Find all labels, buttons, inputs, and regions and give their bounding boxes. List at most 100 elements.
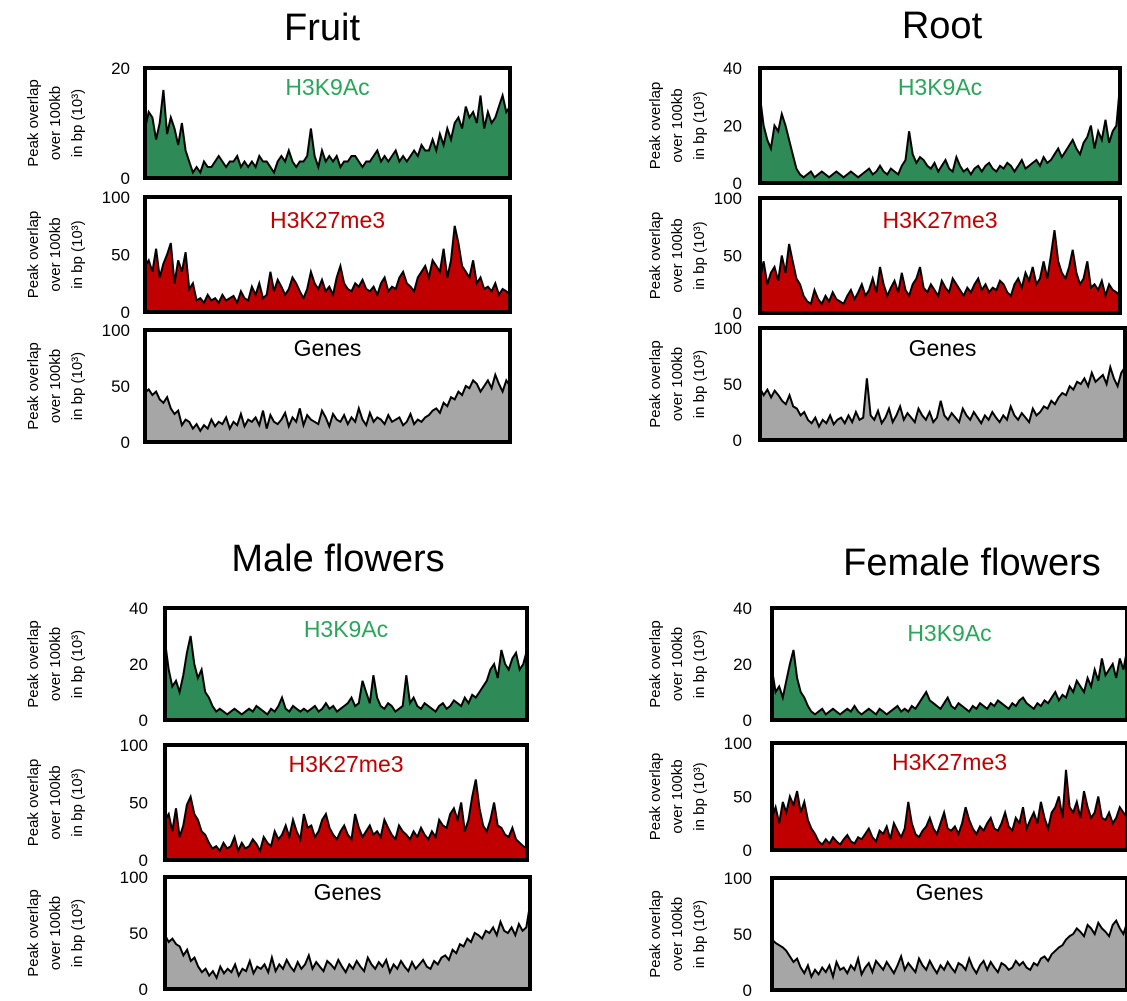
area-genes	[760, 367, 1125, 440]
track-genes: 0 50 100 Genes Peak overlap over 100kb in bp (…	[647, 869, 1127, 1000]
track-h3k9ac: 0 20 40 H3K9Ac Peak overlap over 100kb in bp (…	[647, 599, 1127, 730]
y-tick-label: 0	[733, 174, 742, 193]
line-genes	[144, 371, 511, 433]
line-h3k9ac	[164, 635, 528, 716]
track-label-h3k27me3: H3K27me3	[892, 749, 1007, 775]
track-label-genes: Genes	[314, 879, 382, 905]
track-h3k27me3: 0 50 100 H3K27me3 Peak overlap over 100kb in b…	[647, 189, 1122, 323]
y-tick-label: 50	[733, 925, 752, 944]
track-label-h3k9ac: H3K9Ac	[304, 616, 388, 642]
y-tick-label: 0	[733, 431, 742, 450]
area-h3k27me3	[772, 769, 1127, 850]
y-tick-label: 50	[733, 788, 752, 807]
y-tick-label: 20	[129, 655, 148, 674]
track-h3k9ac: 0 20 40 H3K9Ac Peak overlap over 100kb in bp (…	[647, 59, 1122, 193]
panel-3: Female flowers 0 20 40 H3K9Ac Peak overlap ove…	[647, 542, 1127, 1000]
y-tick-label: 0	[139, 711, 148, 730]
panel-title: Male flowers	[231, 538, 444, 580]
area-h3k27me3	[760, 230, 1120, 313]
panel-title: Female flowers	[843, 542, 1101, 584]
y-axis-label: Peak overlap over 100kb in bp (10³)	[25, 759, 86, 847]
plot-frame	[770, 876, 1127, 992]
y-tick-label: 0	[743, 841, 752, 860]
y-tick-label: 50	[111, 377, 130, 396]
y-axis-label: Peak overlap over 100kb in bp (10³)	[647, 82, 708, 170]
y-tick-label: 100	[120, 736, 148, 755]
y-tick-label: 40	[129, 599, 148, 618]
y-axis-label: Peak overlap over 100kb in bp (10³)	[647, 620, 708, 708]
track-label-h3k27me3: H3K27me3	[270, 207, 385, 233]
line-genes	[759, 363, 1126, 429]
plot-frame	[143, 195, 512, 314]
plot-frame	[143, 66, 512, 180]
y-tick-label: 100	[714, 319, 742, 338]
y-axis-label: Peak overlap over 100kb in bp (10³)	[647, 890, 708, 978]
track-label-h3k9ac: H3K9Ac	[907, 620, 991, 646]
y-tick-label: 50	[723, 375, 742, 394]
area-h3k9ac	[772, 650, 1127, 720]
plot-frame	[758, 326, 1127, 442]
y-axis-label: Peak overlap over 100kb in bp (10³)	[25, 889, 86, 977]
track-label-genes: Genes	[916, 879, 984, 905]
y-tick-label: 50	[129, 924, 148, 943]
track-h3k27me3: 0 50 100 H3K27me3 Peak overlap over 100kb in b…	[25, 188, 512, 322]
track-genes: 0 50 100 Genes Peak overlap over 100kb in bp (…	[647, 319, 1127, 450]
y-tick-label: 0	[139, 851, 148, 870]
panel-0: Fruit 0 20 H3K9Ac Peak overlap over 100kb in b…	[25, 7, 512, 452]
y-axis-label: Peak overlap over 100kb in bp (10³)	[647, 753, 708, 841]
track-genes: 0 50 100 Genes Peak overlap over 100kb in bp (…	[25, 868, 532, 999]
y-tick-label: 0	[121, 169, 130, 188]
track-genes: 0 50 100 Genes Peak overlap over 100kb in bp (…	[25, 321, 512, 452]
line-h3k27me3	[144, 225, 511, 306]
plot-frame	[758, 66, 1122, 185]
track-label-genes: Genes	[909, 335, 977, 361]
y-axis-label: Peak overlap over 100kb in bp (10³)	[25, 620, 86, 708]
track-h3k9ac: 0 20 H3K9Ac Peak overlap over 100kb in bp (10…	[25, 59, 512, 188]
track-label-genes: Genes	[294, 335, 362, 361]
line-h3k9ac	[771, 649, 1127, 716]
area-h3k9ac	[145, 90, 510, 178]
y-axis-label: Peak overlap over 100kb in bp (10³)	[25, 342, 86, 430]
line-h3k27me3	[759, 230, 1121, 306]
y-axis-label: Peak overlap over 100kb in bp (10³)	[25, 211, 86, 299]
line-h3k27me3	[164, 779, 528, 854]
y-tick-label: 0	[139, 980, 148, 999]
plot-frame	[163, 875, 532, 991]
y-tick-label: 20	[111, 59, 130, 78]
y-tick-label: 40	[723, 59, 742, 78]
area-genes	[165, 905, 530, 989]
y-tick-label: 100	[102, 321, 130, 340]
y-tick-label: 0	[743, 981, 752, 1000]
y-tick-label: 100	[120, 868, 148, 887]
track-label-h3k27me3: H3K27me3	[882, 207, 997, 233]
y-tick-label: 50	[723, 247, 742, 266]
y-axis-label: Peak overlap over 100kb in bp (10³)	[25, 79, 86, 167]
y-tick-label: 0	[121, 433, 130, 452]
plot-frame	[143, 328, 512, 444]
line-genes	[771, 918, 1127, 981]
area-h3k9ac	[165, 636, 527, 720]
y-tick-label: 100	[724, 734, 752, 753]
y-axis-label: Peak overlap over 100kb in bp (10³)	[647, 212, 708, 300]
panel-title: Root	[902, 5, 983, 47]
track-label-h3k27me3: H3K27me3	[288, 751, 403, 777]
panel-1: Root 0 20 40 H3K9Ac Peak overlap over 100kb in …	[647, 5, 1127, 450]
track-label-h3k9ac: H3K9Ac	[285, 74, 369, 100]
plot-frame	[770, 606, 1127, 722]
area-genes	[772, 920, 1127, 990]
plot-frame	[163, 606, 529, 722]
area-h3k9ac	[760, 85, 1120, 183]
y-tick-label: 20	[733, 655, 752, 674]
y-tick-label: 0	[733, 304, 742, 323]
track-h3k9ac: 0 20 40 H3K9Ac Peak overlap over 100kb in bp (…	[25, 599, 529, 730]
panel-title: Fruit	[284, 7, 360, 49]
line-genes	[164, 904, 531, 981]
y-tick-label: 20	[723, 117, 742, 136]
y-tick-label: 0	[121, 303, 130, 322]
y-tick-label: 100	[102, 188, 130, 207]
y-tick-label: 0	[743, 711, 752, 730]
plot-frame	[770, 741, 1127, 852]
plot-frame	[163, 743, 529, 862]
y-tick-label: 100	[714, 189, 742, 208]
